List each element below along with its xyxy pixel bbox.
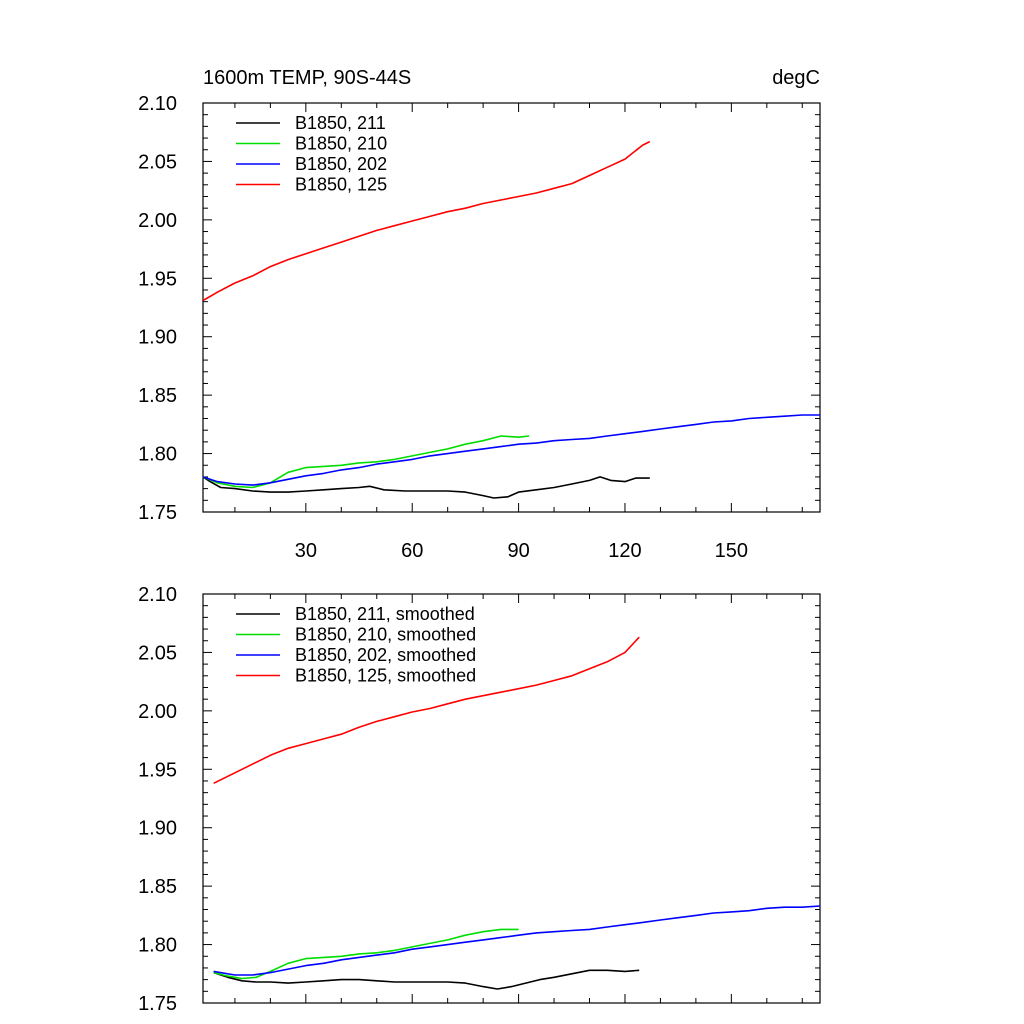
x-tick-label: 90 [507, 540, 529, 562]
series-line-b1850-210-smoothed [213, 928, 519, 980]
series-line-b1850-125-smoothed [213, 636, 640, 785]
x-tick-label: 150 [715, 540, 748, 562]
series-line-b1850-211 [202, 476, 650, 499]
y-tick-label: 1.90 [138, 327, 177, 349]
legend-label: B1850, 211, smoothed [295, 604, 475, 624]
legend-label: B1850, 202 [295, 154, 387, 174]
series-line-b1850-211-smoothed [213, 969, 640, 990]
y-tick-label: 2.10 [138, 584, 177, 606]
y-tick-label: 2.10 [138, 93, 177, 115]
series-line-b1850-125 [202, 140, 651, 302]
plot-frame [202, 593, 821, 1004]
legend-label: B1850, 210 [295, 134, 387, 154]
series-line-b1850-202-smoothed [213, 905, 821, 976]
x-tick-label: 60 [401, 540, 423, 562]
top-panel: 1.75 1.80 1.85 1.90 1.95 2.00 2.05 2.10 30 60 90 12… [138, 67, 821, 562]
y-tick-label: 2.05 [138, 642, 177, 664]
series-line-b1850-210 [202, 435, 530, 489]
y-tick-label: 2.00 [138, 701, 177, 723]
units-label: degC [772, 67, 820, 89]
y-tick-label: 1.90 [138, 818, 177, 840]
legend-label: B1850, 125, smoothed [295, 666, 476, 686]
y-tick-label: 2.00 [138, 210, 177, 232]
y-tick-label: 1.85 [138, 385, 177, 407]
chart-title: 1600m TEMP, 90S-44S [203, 67, 411, 89]
legend-label: B1850, 210, smoothed [295, 625, 476, 645]
plot-frame [202, 102, 821, 513]
bottom-panel: 1.75 1.80 1.85 1.90 1.95 2.00 2.05 2.10 B1850, 2… [138, 584, 821, 1015]
y-tick-label: 1.80 [138, 935, 177, 957]
y-tick-label: 2.05 [138, 151, 177, 173]
y-tick-label: 1.95 [138, 268, 177, 290]
legend-label: B1850, 211 [295, 113, 386, 133]
y-tick-label: 1.75 [138, 993, 177, 1015]
x-tick-label: 30 [295, 540, 317, 562]
y-tick-label: 1.95 [138, 759, 177, 781]
legend-label: B1850, 125 [295, 175, 387, 195]
x-tick-label: 120 [608, 540, 641, 562]
series-line-b1850-202 [202, 414, 820, 486]
y-tick-label: 1.80 [138, 444, 177, 466]
legend-label: B1850, 202, smoothed [295, 645, 476, 665]
y-tick-label: 1.75 [138, 502, 177, 524]
y-tick-label: 1.85 [138, 876, 177, 898]
